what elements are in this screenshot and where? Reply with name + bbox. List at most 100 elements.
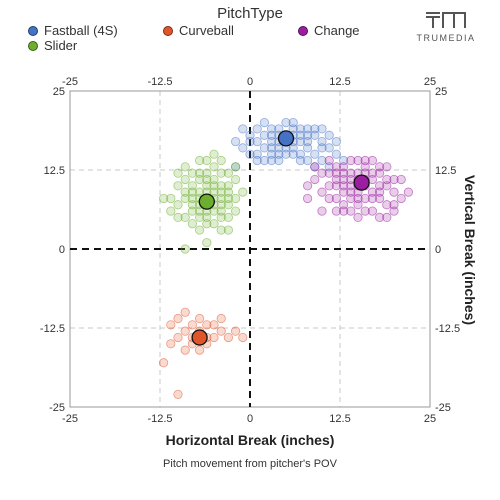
change-point [389,200,399,210]
fastball-4s-point [302,130,313,140]
slider-point [187,193,197,204]
slider-point [195,155,205,166]
slider-point [187,200,197,210]
logo-text: TRUMEDIA [416,33,476,43]
fastball-4s-point [231,136,241,147]
legend-item-change[interactable]: Change [298,23,360,38]
legend-item-curveball[interactable]: Curveball [163,23,234,38]
change-point [360,162,370,172]
legend-swatch-slider [28,40,38,51]
change-point [324,181,334,191]
slider-point [231,206,241,216]
fastball-4s-point [245,136,255,147]
change-point [338,181,349,191]
fastball-4s-point [324,130,334,140]
legend-item-slider[interactable]: Slider [28,38,77,53]
x-tick-label-top: 12.5 [329,76,350,88]
change-point [317,168,327,178]
change-point [360,193,370,204]
fastball-4s-point [317,124,327,134]
change-point [374,162,385,172]
y-tick-label-right: 25 [435,86,447,98]
change-point [382,174,392,185]
fastball-4s-point [324,143,334,153]
trumedia-logo: TRUMEDIA [410,10,482,43]
y-tick-label-left: 25 [53,86,65,98]
slider-point [195,225,205,235]
x-tick-label-bottom: 25 [424,413,436,425]
curveball-point [216,326,226,336]
fastball-4s-point [295,124,305,134]
slider-point [223,168,233,178]
change-point [346,187,356,197]
curveball-point [166,339,176,349]
legend-swatch-curveball [163,25,173,36]
y-tick-label-left: 12.5 [44,165,65,177]
legend-label-change: Change [314,23,360,38]
slider-point [180,174,190,185]
legend-title: PitchType [217,5,283,22]
change-point [367,193,377,204]
change-point [346,155,356,166]
fastball-4s-point [295,130,305,140]
y-tick-label-right: -25 [435,402,451,414]
curveball-point [173,313,183,324]
y-tick-label-right: -12.5 [435,323,460,335]
change-point [360,155,370,166]
fastball-4s-point [274,143,284,153]
change-point [403,187,413,197]
slider-point [166,193,176,204]
fastball-4s-point [259,118,269,128]
slider-point [202,168,212,178]
slider-point [202,219,212,229]
slider-point [187,187,197,197]
fastball-4s-point [295,149,305,159]
slider-point [231,162,241,172]
fastball-4s-point [288,124,298,134]
change-point [302,181,313,191]
change-point [353,212,363,222]
fastball-4s-point [310,130,320,140]
x-tick-label-top: 0 [247,76,253,88]
fastball-4s-point [295,136,305,147]
slider-point [180,162,190,172]
curveball-point [202,320,212,330]
slider-point [195,168,205,178]
legend-item-fastball[interactable]: Fastball (4S) [28,23,118,38]
slider-point [195,212,205,222]
change-point [382,200,392,210]
slider-point [216,212,226,222]
change-point [338,206,349,216]
slider-point [216,155,226,166]
x-tick-label-bottom: 0 [247,413,253,425]
slider-point [202,238,212,248]
slider-point [209,181,219,191]
change-point [367,168,377,178]
change-mean-marker [353,174,370,191]
slider-point [216,206,226,216]
curveball-point [209,320,219,330]
change-point [367,155,377,166]
curveball-point [209,332,219,343]
change-point [331,174,341,185]
points-layer [159,118,413,399]
change-point [346,168,356,178]
slider-point [202,155,212,166]
fastball-4s-point [245,130,255,140]
change-point [331,181,341,191]
change-point [396,193,406,204]
change-point [338,162,349,172]
chart-caption: Pitch movement from pitcher's POV [163,458,337,470]
slider-point [223,187,233,197]
x-tick-label-top: 25 [424,76,436,88]
slider-point [216,225,226,235]
y-tick-label-right: 0 [435,244,441,256]
slider-point [216,187,226,197]
change-point [317,206,327,216]
change-point [374,212,385,222]
slider-point [216,168,226,178]
slider-point [209,219,219,229]
fastball-4s-point [302,155,313,166]
fastball-4s-point [266,136,277,147]
